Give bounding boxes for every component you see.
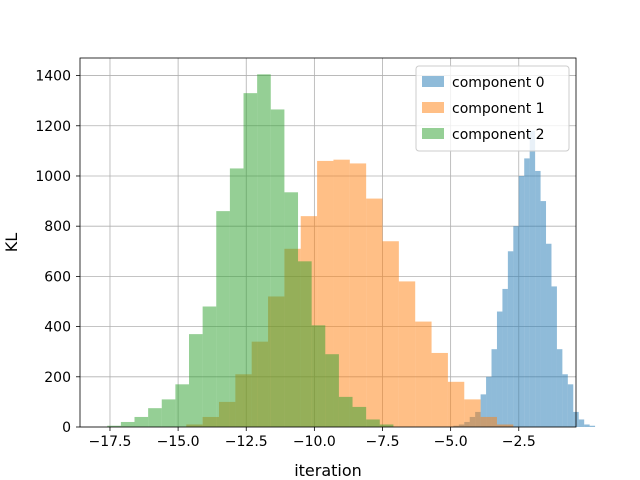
y-tick-label: 400: [44, 320, 71, 336]
legend-label: component 0: [452, 75, 545, 91]
histogram-bar: [284, 192, 299, 427]
histogram-bar: [148, 408, 162, 427]
y-tick-label: 1200: [35, 119, 71, 135]
histogram-bar: [120, 421, 135, 427]
histogram-bar: [491, 349, 497, 427]
series-0-bars: [453, 130, 596, 428]
legend-box: [415, 65, 570, 152]
histogram-bar: [398, 281, 416, 427]
histogram-bar: [352, 406, 367, 427]
x-tick-label: −5.0: [434, 434, 468, 450]
histogram-bar: [507, 251, 514, 427]
y-axis-label: KL: [2, 233, 21, 252]
y-tick-label: 600: [44, 269, 71, 285]
legend-label: component 2: [452, 127, 545, 143]
axes-frame: [79, 57, 577, 428]
histogram-bar: [311, 325, 326, 427]
histogram-bar: [535, 170, 541, 428]
histogram-bar: [229, 168, 244, 427]
x-tick-label: −15.0: [157, 434, 200, 450]
legend-swatch: [422, 76, 444, 87]
histogram-bar: [379, 424, 394, 427]
histogram-bar: [524, 158, 530, 428]
histogram-bar: [382, 241, 399, 427]
histogram-bar: [431, 352, 448, 427]
histogram-bar: [513, 226, 519, 427]
histogram-bar: [161, 399, 176, 427]
histogram-bar: [562, 374, 568, 427]
y-tick-label: 800: [44, 219, 71, 235]
x-axis-ticks: −17.5 −15.0 −12.5 −10.0 −7.5 −5.0 −2.5: [89, 427, 536, 450]
histogram-bar: [546, 243, 552, 427]
x-axis-label: iteration: [294, 461, 362, 480]
histogram-bar: [243, 93, 258, 428]
histogram-bar: [578, 419, 585, 427]
legend-label: component 1: [452, 101, 545, 117]
series-2-bars: [107, 74, 394, 428]
histogram-bar: [175, 384, 190, 427]
x-tick-label: −17.5: [89, 434, 132, 450]
histogram-bar: [366, 419, 380, 427]
histogram-bar: [480, 394, 487, 427]
histogram-bar: [257, 74, 271, 427]
histogram-bar: [496, 424, 514, 427]
y-tick-label: 1000: [35, 169, 71, 185]
histogram-bar: [480, 416, 497, 427]
histogram-bars: [107, 74, 596, 428]
x-tick-label: −12.5: [225, 434, 268, 450]
y-axis-ticks: 0 200 400 600 800 1000 1200 1400: [35, 69, 80, 436]
histogram-bar: [415, 321, 432, 427]
y-tick-label: 0: [62, 420, 71, 436]
histogram-bar: [202, 306, 217, 427]
histogram-bar: [464, 399, 481, 427]
histogram-bar: [107, 425, 121, 427]
histogram-bar: [567, 384, 574, 427]
legend-swatch: [422, 102, 444, 113]
histogram-bar: [584, 424, 590, 427]
histogram-bar: [338, 396, 353, 427]
x-tick-label: −7.5: [366, 434, 400, 450]
histogram-bar: [556, 349, 563, 427]
histogram-bar: [518, 175, 525, 427]
histogram-bar: [325, 354, 339, 427]
x-tick-label: −2.5: [502, 434, 536, 450]
histogram-bar: [366, 198, 383, 427]
histogram-bar: [270, 109, 285, 428]
histogram-bar: [502, 288, 508, 427]
histogram-bar: [134, 416, 149, 427]
y-tick-label: 1400: [35, 69, 71, 85]
histogram-bar: [349, 163, 367, 427]
histogram-bar: [189, 334, 203, 427]
histogram-bar: [216, 211, 230, 427]
histogram-bar: [529, 130, 536, 428]
histogram-bar: [298, 261, 312, 427]
histogram-bar: [496, 311, 503, 427]
histogram-bar: [447, 381, 465, 427]
legend-swatch: [422, 128, 444, 139]
x-tick-label: −10.0: [293, 434, 336, 450]
histogram-bar: [486, 376, 492, 427]
histogram-bar: [540, 201, 547, 427]
histogram-bar: [589, 425, 596, 427]
legend: component 0 component 1 component 2: [415, 65, 570, 152]
histogram-bar: [551, 286, 557, 427]
y-tick-label: 200: [44, 370, 71, 386]
